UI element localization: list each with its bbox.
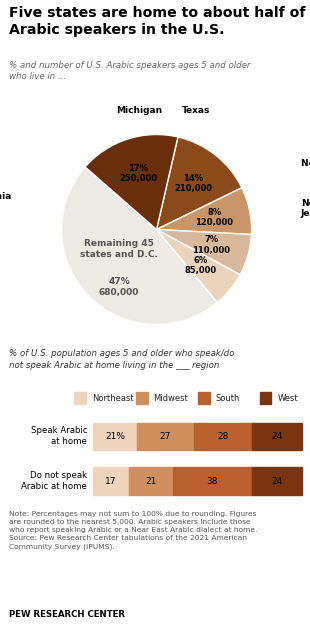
Wedge shape xyxy=(62,167,217,324)
Wedge shape xyxy=(157,137,242,229)
Text: Texas: Texas xyxy=(182,106,210,115)
Text: 38: 38 xyxy=(207,476,218,486)
Text: Five states are home to about half of all
Arabic speakers in the U.S.: Five states are home to about half of al… xyxy=(9,6,310,37)
Wedge shape xyxy=(85,135,178,229)
Text: 24: 24 xyxy=(272,432,283,441)
Bar xyxy=(252,467,302,495)
Text: Note: Percentages may not sum to 100% due to rounding. Figures
are rounded to th: Note: Percentages may not sum to 100% du… xyxy=(9,510,258,550)
Text: 47%
680,000: 47% 680,000 xyxy=(99,277,139,297)
Wedge shape xyxy=(157,229,240,302)
Text: 14%
210,000: 14% 210,000 xyxy=(174,174,212,193)
Text: 24: 24 xyxy=(272,476,283,486)
Text: Midwest: Midwest xyxy=(154,394,188,403)
Bar xyxy=(129,467,173,495)
Bar xyxy=(74,392,86,404)
Bar xyxy=(173,467,252,495)
Text: Do not speak
Arabic at home: Do not speak Arabic at home xyxy=(21,471,87,491)
Text: 21%: 21% xyxy=(105,432,125,441)
Text: Northeast: Northeast xyxy=(92,394,133,403)
Text: PEW RESEARCH CENTER: PEW RESEARCH CENTER xyxy=(9,610,125,619)
Text: 17: 17 xyxy=(105,476,117,486)
Bar xyxy=(137,423,194,450)
Text: West: West xyxy=(277,394,298,403)
Text: 8%
120,000: 8% 120,000 xyxy=(195,208,233,227)
Bar xyxy=(136,392,148,404)
Bar xyxy=(194,423,252,450)
Text: 6%
85,000: 6% 85,000 xyxy=(184,256,217,275)
Text: 28: 28 xyxy=(217,432,228,441)
Text: 21: 21 xyxy=(145,476,157,486)
Bar xyxy=(93,467,129,495)
Bar xyxy=(252,423,302,450)
Wedge shape xyxy=(157,229,251,275)
Text: Speak Arabic
at home: Speak Arabic at home xyxy=(31,427,87,446)
Text: Michigan: Michigan xyxy=(116,106,162,115)
Bar xyxy=(198,392,210,404)
Text: 17%
250,000: 17% 250,000 xyxy=(119,164,157,183)
Text: Remaining 45
states and D.C.: Remaining 45 states and D.C. xyxy=(80,239,158,259)
Text: California: California xyxy=(0,192,12,201)
Text: 7%
110,000: 7% 110,000 xyxy=(193,235,230,255)
Text: New York: New York xyxy=(301,159,310,168)
Bar xyxy=(260,392,272,404)
Text: 27: 27 xyxy=(160,432,171,441)
Text: % and number of U.S. Arabic speakers ages 5 and older
who live in ...: % and number of U.S. Arabic speakers age… xyxy=(9,60,251,81)
Text: New
Jersey: New Jersey xyxy=(301,199,310,219)
Text: % of U.S. population ages 5 and older who speak/do
not speak Arabic at home livi: % of U.S. population ages 5 and older wh… xyxy=(9,350,235,370)
Wedge shape xyxy=(157,188,251,234)
Text: South: South xyxy=(215,394,240,403)
Bar xyxy=(93,423,137,450)
